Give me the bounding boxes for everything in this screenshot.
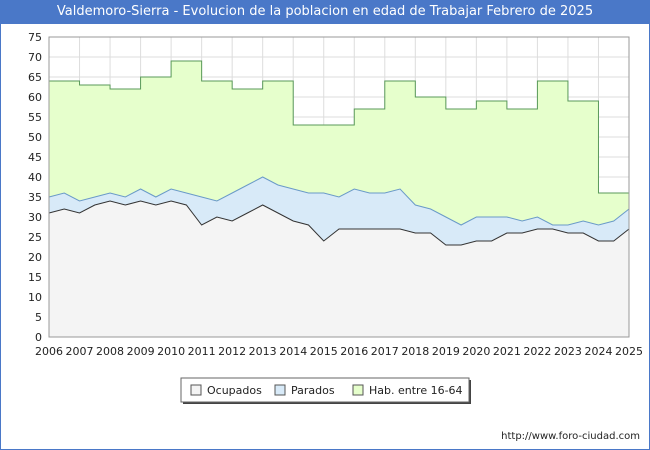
x-tick-label: 2011: [188, 345, 216, 358]
legend-swatch: [190, 384, 202, 396]
y-tick-label: 65: [28, 71, 42, 84]
y-tick-label: 50: [28, 131, 42, 144]
x-tick-label: 2013: [249, 345, 277, 358]
y-tick-label: 45: [28, 151, 42, 164]
x-tick-label: 2024: [584, 345, 612, 358]
y-tick-label: 70: [28, 51, 42, 64]
x-tick-label: 2021: [493, 345, 521, 358]
chart-title: Valdemoro-Sierra - Evolucion de la pobla…: [0, 0, 650, 24]
y-tick-label: 5: [35, 311, 42, 324]
y-tick-label: 60: [28, 91, 42, 104]
x-tick-label: 2017: [371, 345, 399, 358]
y-tick-label: 35: [28, 191, 42, 204]
y-tick-label: 0: [35, 331, 42, 344]
x-tick-label: 2015: [310, 345, 338, 358]
y-tick-label: 40: [28, 171, 42, 184]
x-tick-label: 2012: [218, 345, 246, 358]
x-tick-label: 2014: [279, 345, 307, 358]
series-area-ocupados: [49, 201, 629, 337]
series-line-hab-entre-16-64: [49, 60, 629, 194]
y-tick-label: 25: [28, 231, 42, 244]
legend-label: Parados: [291, 384, 335, 397]
legend-box: [180, 377, 470, 403]
y-tick-label: 75: [28, 31, 42, 44]
x-tick-label: 2016: [340, 345, 368, 358]
x-tick-label: 2006: [35, 345, 63, 358]
legend-label: Hab. entre 16-64: [369, 384, 463, 397]
x-tick-label: 2022: [523, 345, 551, 358]
y-tick-label: 20: [28, 251, 42, 264]
source-link[interactable]: http://www.foro-ciudad.com: [501, 431, 640, 442]
x-tick-label: 2020: [462, 345, 490, 358]
y-tick-label: 15: [28, 271, 42, 284]
x-tick-label: 2009: [127, 345, 155, 358]
series-line-parados: [48, 176, 630, 226]
legend-swatch: [352, 384, 364, 396]
legend-label: Ocupados: [207, 384, 262, 397]
x-tick-label: 2018: [401, 345, 429, 358]
y-tick-label: 10: [28, 291, 42, 304]
y-tick-label: 30: [28, 211, 42, 224]
x-tick-label: 2025: [615, 345, 643, 358]
x-tick-label: 2010: [157, 345, 185, 358]
legend-swatch: [274, 384, 286, 396]
y-tick-label: 55: [28, 111, 42, 124]
x-tick-label: 2008: [96, 345, 124, 358]
series-line-ocupados: [48, 200, 630, 246]
plot-border: [48, 36, 630, 338]
x-tick-label: 2007: [66, 345, 94, 358]
x-tick-label: 2023: [554, 345, 582, 358]
x-tick-label: 2019: [432, 345, 460, 358]
